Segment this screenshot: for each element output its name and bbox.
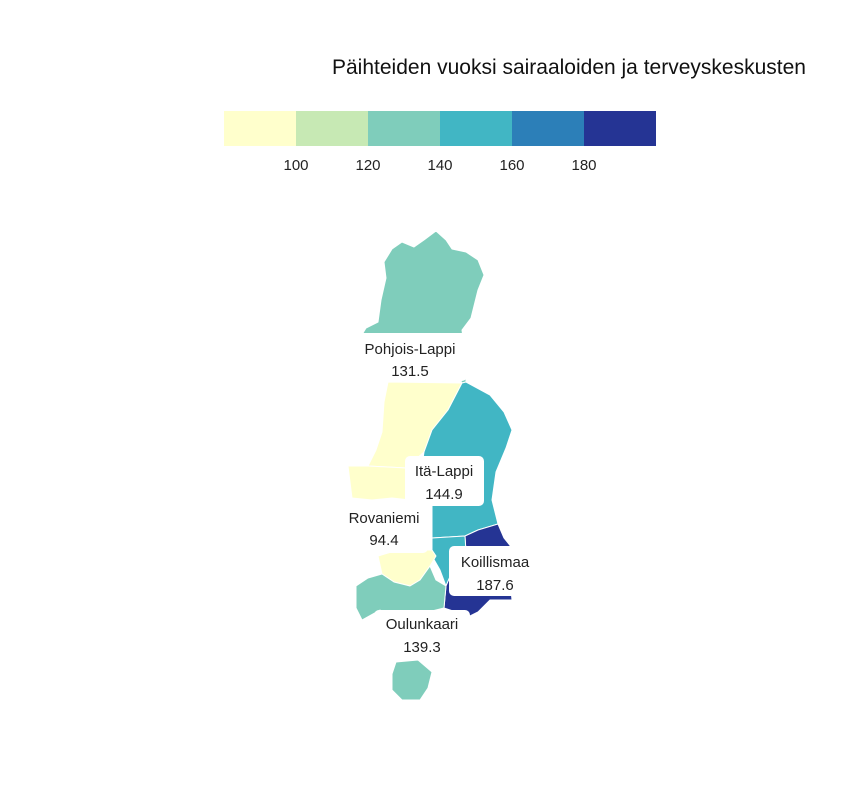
label-pohjois-lappi-value: 131.5 [391, 363, 429, 380]
legend-swatch-1 [224, 111, 296, 146]
label-box-koillismaa [449, 546, 541, 596]
legend: 100 120 140 160 180 [224, 111, 656, 174]
label-rovaniemi-value: 94.4 [369, 532, 398, 549]
map-title: Päihteiden vuoksi sairaaloiden ja tervey… [332, 56, 806, 79]
legend-swatch-4 [440, 111, 512, 146]
legend-swatch-5 [512, 111, 584, 146]
label-rovaniemi-name: Rovaniemi [349, 510, 420, 527]
label-box-rovaniemi [340, 505, 428, 553]
legend-swatch-3 [368, 111, 440, 146]
legend-tick-140: 140 [427, 157, 452, 174]
region-oulunkaari[interactable] [355, 565, 447, 621]
label-oulunkaari-name: Oulunkaari [386, 616, 459, 633]
region-labels: Pohjois-Lappi 131.5 Itä-Lappi 144.9 Rova… [340, 333, 541, 660]
legend-tick-120: 120 [355, 157, 380, 174]
label-oulunkaari-value: 139.3 [403, 639, 441, 656]
legend-tick-100: 100 [283, 157, 308, 174]
label-box-pohjois-lappi [352, 333, 467, 381]
label-koillismaa-name: Koillismaa [461, 554, 530, 571]
label-ita-lappi-value: 144.9 [425, 486, 463, 503]
label-koillismaa-value: 187.6 [476, 577, 514, 594]
label-pohjois-lappi-name: Pohjois-Lappi [365, 341, 456, 358]
region-oulunkaari-south[interactable] [391, 659, 433, 701]
legend-swatch-2 [296, 111, 368, 146]
label-ita-lappi-name: Itä-Lappi [415, 463, 473, 480]
legend-swatch-6 [584, 111, 656, 146]
legend-tick-180: 180 [571, 157, 596, 174]
legend-tick-160: 160 [499, 157, 524, 174]
label-box-oulunkaari [374, 610, 470, 660]
label-box-ita-lappi [405, 456, 484, 506]
